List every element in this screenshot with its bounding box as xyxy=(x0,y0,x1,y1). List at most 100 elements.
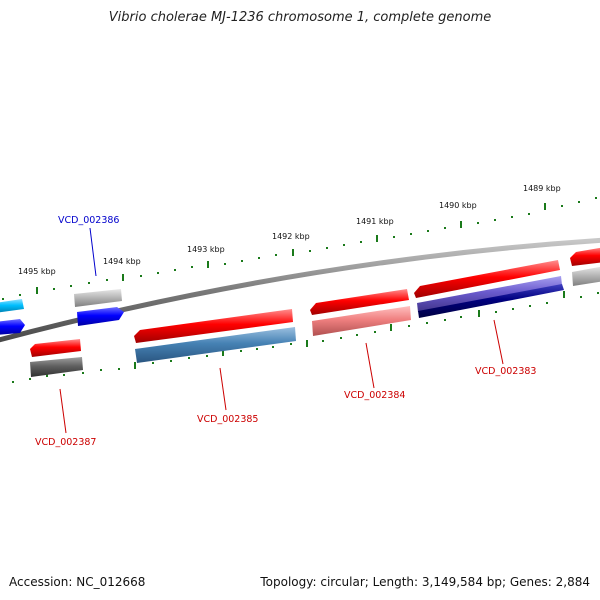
scale-dot xyxy=(63,374,65,376)
scale-label: 1495 kbp xyxy=(18,267,56,276)
scale-major-tick xyxy=(306,340,308,347)
scale-dot xyxy=(597,292,599,294)
scale-dot xyxy=(170,360,172,362)
scale-dot xyxy=(595,197,597,199)
scale-dot xyxy=(410,233,412,235)
scale-dot xyxy=(393,236,395,238)
gene-label-vcd-002387: VCD_002387 xyxy=(35,437,96,448)
label-leader-lines xyxy=(59,227,504,434)
scale-dot xyxy=(258,257,260,259)
scale-dot xyxy=(340,337,342,339)
leader-line-vcd-002385 xyxy=(219,367,227,411)
scale-dot xyxy=(511,216,513,218)
gene-feature-vcd-002387[interactable] xyxy=(30,339,81,357)
scale-label: 1492 kbp xyxy=(272,232,310,241)
scale-major-tick xyxy=(376,235,378,242)
scale-dot xyxy=(578,201,580,203)
scale-dot xyxy=(290,343,292,345)
scale-major-tick xyxy=(134,362,136,369)
scale-dot xyxy=(528,213,530,215)
feature-slate-blue[interactable] xyxy=(417,276,562,312)
scale-label: 1489 kbp xyxy=(523,184,561,193)
scale-dot xyxy=(224,263,226,265)
scale-dot xyxy=(444,319,446,321)
gene-feature-cyan[interactable] xyxy=(0,299,24,313)
scale-label: 1493 kbp xyxy=(187,245,225,254)
leader-line-vcd-002386 xyxy=(89,227,97,277)
genome-stats-text: Topology: circular; Length: 3,149,584 bp… xyxy=(260,575,590,589)
feature-light-red[interactable] xyxy=(312,306,411,336)
scale-dot xyxy=(309,250,311,252)
gene-feature-red-right[interactable] xyxy=(570,247,600,266)
gene-feature-vcd-002385[interactable] xyxy=(134,309,293,343)
scale-dot xyxy=(240,350,242,352)
scale-dot xyxy=(343,244,345,246)
scale-dot xyxy=(561,205,563,207)
scale-dot xyxy=(275,254,277,256)
scale-dot xyxy=(206,355,208,357)
accession-text: Accession: NC_012668 xyxy=(9,575,146,589)
scale-dot xyxy=(374,331,376,333)
scale-dot xyxy=(444,227,446,229)
scale-major-tick xyxy=(544,203,546,210)
scale-dot xyxy=(477,222,479,224)
scale-dot xyxy=(53,288,55,290)
gene-label-vcd-002383: VCD_002383 xyxy=(475,366,536,377)
scale-dot xyxy=(82,372,84,374)
scale-labels: 1495 kbp 1494 kbp 1493 kbp 1492 kbp 1491… xyxy=(18,184,561,276)
gene-feature-vcd-002384[interactable] xyxy=(310,289,409,315)
gene-feature-vcd-002383[interactable] xyxy=(414,260,560,298)
feature-grey-right[interactable] xyxy=(572,266,600,286)
leader-line-vcd-002384 xyxy=(365,342,375,389)
scale-dot xyxy=(12,381,14,383)
scale-dot xyxy=(356,334,358,336)
scale-dot xyxy=(272,346,274,348)
scale-dot xyxy=(140,275,142,277)
scale-dot xyxy=(322,340,324,342)
scale-dot xyxy=(360,241,362,243)
feature-dark-grey[interactable] xyxy=(30,357,83,377)
leader-line-vcd-002383 xyxy=(493,319,504,365)
scale-label: 1490 kbp xyxy=(439,201,477,210)
forward-strand-genes xyxy=(0,247,600,357)
scale-dot xyxy=(118,368,120,370)
scale-dot xyxy=(29,378,31,380)
scale-major-tick xyxy=(207,261,209,268)
scale-dot xyxy=(408,325,410,327)
scale-dot xyxy=(191,266,193,268)
outer-scale-track xyxy=(2,197,597,300)
scale-dot xyxy=(494,219,496,221)
scale-dot xyxy=(256,348,258,350)
gene-label-vcd-002384: VCD_002384 xyxy=(344,390,405,401)
scale-dot xyxy=(546,302,548,304)
feature-blue-left[interactable] xyxy=(0,319,25,335)
scale-major-tick xyxy=(222,349,224,356)
feature-steel-blue[interactable] xyxy=(135,327,296,363)
scale-dot xyxy=(241,260,243,262)
feature-navy[interactable] xyxy=(418,284,564,318)
scale-dot xyxy=(495,311,497,313)
feature-grey[interactable] xyxy=(74,289,122,307)
scale-major-tick xyxy=(478,310,480,317)
scale-dot xyxy=(326,247,328,249)
scale-major-tick xyxy=(122,274,124,281)
scale-dot xyxy=(580,296,582,298)
scale-major-tick xyxy=(36,287,38,294)
gene-feature-vcd-002386[interactable] xyxy=(77,307,124,326)
scale-major-tick xyxy=(292,249,294,256)
scale-dot xyxy=(2,298,4,300)
scale-dot xyxy=(88,282,90,284)
scale-dot xyxy=(460,316,462,318)
leader-line-vcd-002387 xyxy=(59,388,67,434)
scale-dot xyxy=(174,269,176,271)
scale-dot xyxy=(157,272,159,274)
scale-dot xyxy=(70,285,72,287)
scale-dot xyxy=(529,305,531,307)
scale-major-tick xyxy=(390,324,392,331)
scale-label: 1494 kbp xyxy=(103,257,141,266)
map-title: Vibrio cholerae MJ-1236 chromosome 1, co… xyxy=(108,10,492,25)
scale-dot xyxy=(106,279,108,281)
scale-dot xyxy=(188,357,190,359)
